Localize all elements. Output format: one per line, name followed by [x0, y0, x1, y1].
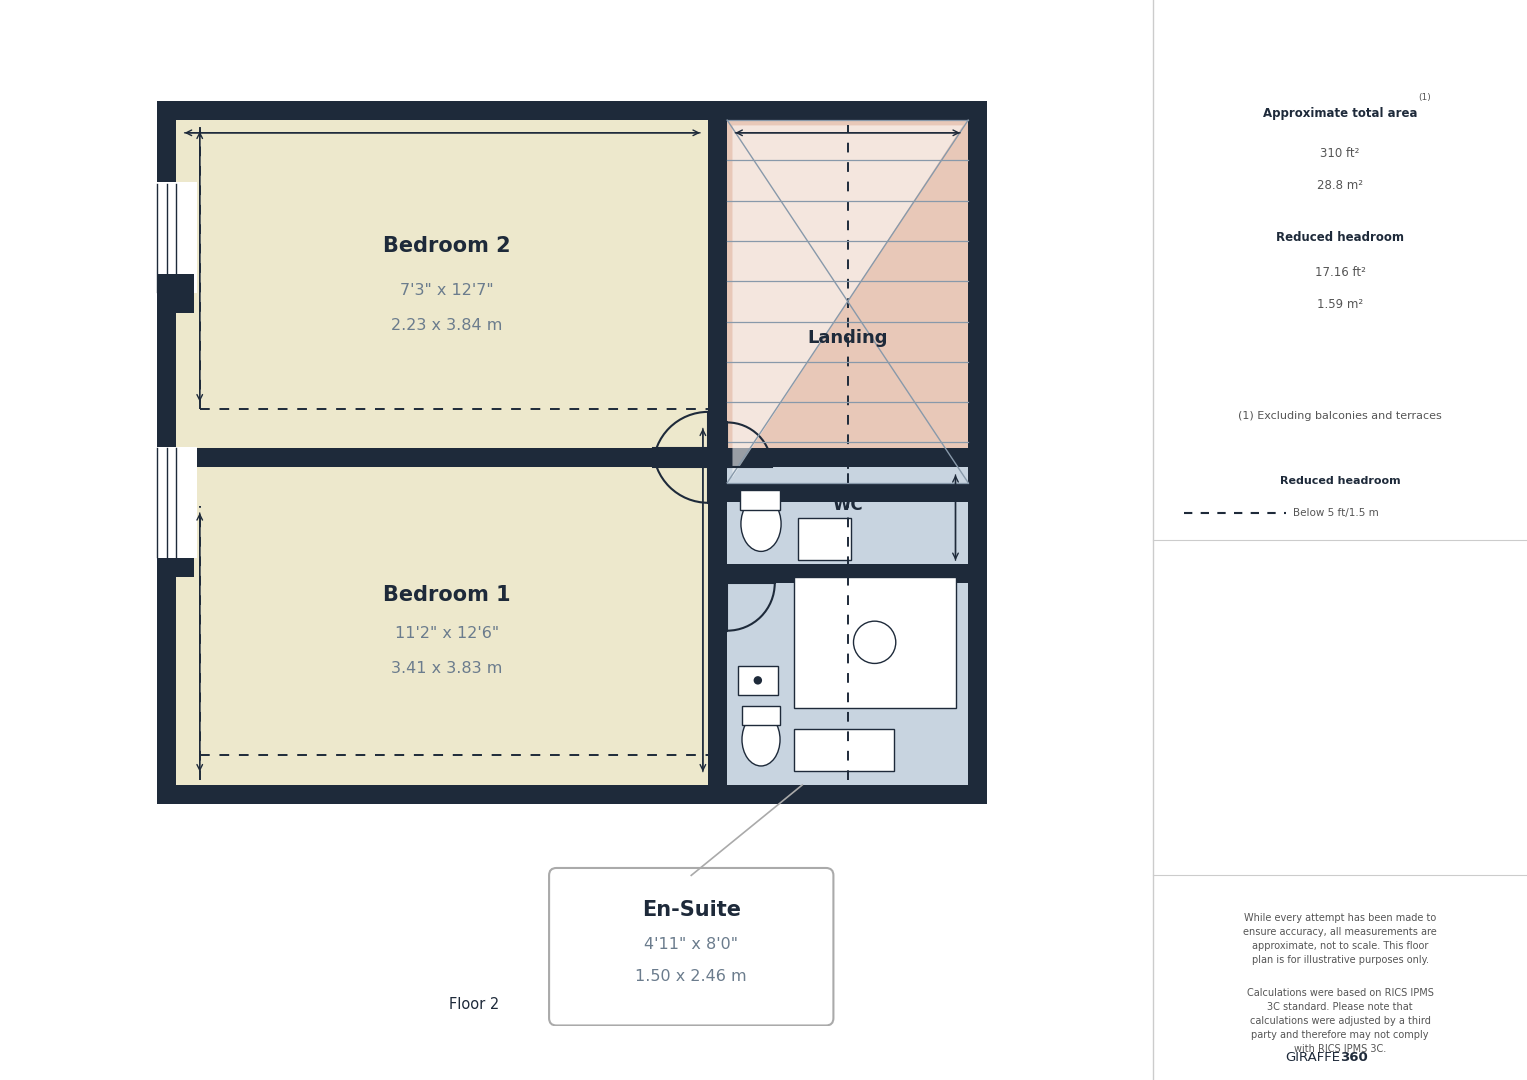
Bar: [794, 729, 893, 771]
Text: Bedroom 2: Bedroom 2: [383, 237, 512, 256]
Text: Reduced headroom: Reduced headroom: [1280, 475, 1400, 486]
Text: 360: 360: [1341, 1051, 1368, 1064]
FancyBboxPatch shape: [550, 868, 834, 1026]
Bar: [157, 557, 194, 577]
Bar: [157, 557, 194, 577]
Text: 7'3" x 12'7": 7'3" x 12'7": [400, 283, 493, 298]
Bar: [177, 120, 968, 785]
Text: Floor 2: Floor 2: [449, 997, 499, 1012]
Bar: [727, 120, 968, 492]
Ellipse shape: [741, 497, 782, 552]
Bar: [709, 120, 727, 785]
Text: Bedroom 1: Bedroom 1: [383, 584, 512, 605]
Polygon shape: [733, 125, 964, 477]
Text: Calculations were based on RICS IPMS
3C standard. Please note that
calculations : Calculations were based on RICS IPMS 3C …: [1246, 988, 1434, 1054]
Circle shape: [754, 676, 762, 685]
Bar: [727, 573, 968, 785]
Text: 3.41 x 3.83 m: 3.41 x 3.83 m: [391, 661, 502, 676]
Text: 4'11" x 8'0": 4'11" x 8'0": [644, 937, 738, 953]
Text: WC: WC: [832, 496, 863, 514]
Bar: [738, 665, 777, 696]
Bar: [709, 448, 968, 467]
Text: (1): (1): [1419, 93, 1431, 102]
Bar: [709, 564, 968, 583]
Bar: [157, 102, 988, 804]
Bar: [157, 274, 194, 294]
Bar: [799, 517, 851, 559]
Text: Reduced headroom: Reduced headroom: [1277, 231, 1405, 244]
Bar: [156, 183, 197, 294]
Text: Approximate total area: Approximate total area: [1263, 107, 1417, 120]
Bar: [727, 467, 968, 573]
Text: 17.16 ft²: 17.16 ft²: [1315, 266, 1365, 279]
Bar: [727, 448, 968, 502]
Bar: [742, 705, 780, 725]
Text: 310 ft²: 310 ft²: [1321, 147, 1359, 160]
Text: 11'2" x 12'6": 11'2" x 12'6": [395, 626, 499, 642]
Bar: [177, 448, 718, 467]
Bar: [157, 294, 194, 312]
Text: En-Suite: En-Suite: [641, 900, 741, 920]
Text: Below 5 ft/1.5 m: Below 5 ft/1.5 m: [1293, 508, 1379, 518]
Bar: [156, 447, 197, 557]
Text: Landing: Landing: [808, 329, 887, 347]
Text: (1) Excluding balconies and terraces: (1) Excluding balconies and terraces: [1238, 410, 1441, 421]
Text: 1.59 m²: 1.59 m²: [1316, 298, 1364, 311]
Circle shape: [854, 621, 896, 663]
Text: While every attempt has been made to
ensure accuracy, all measurements are
appro: While every attempt has been made to ens…: [1243, 913, 1437, 964]
Bar: [741, 490, 780, 510]
Bar: [794, 577, 956, 707]
Text: 28.8 m²: 28.8 m²: [1318, 179, 1364, 192]
Text: 1.50 x 2.46 m: 1.50 x 2.46 m: [635, 969, 747, 984]
Text: 2.23 x 3.84 m: 2.23 x 3.84 m: [391, 319, 502, 334]
Bar: [709, 483, 968, 502]
Ellipse shape: [742, 713, 780, 766]
Text: GIRAFFE: GIRAFFE: [1286, 1051, 1341, 1064]
